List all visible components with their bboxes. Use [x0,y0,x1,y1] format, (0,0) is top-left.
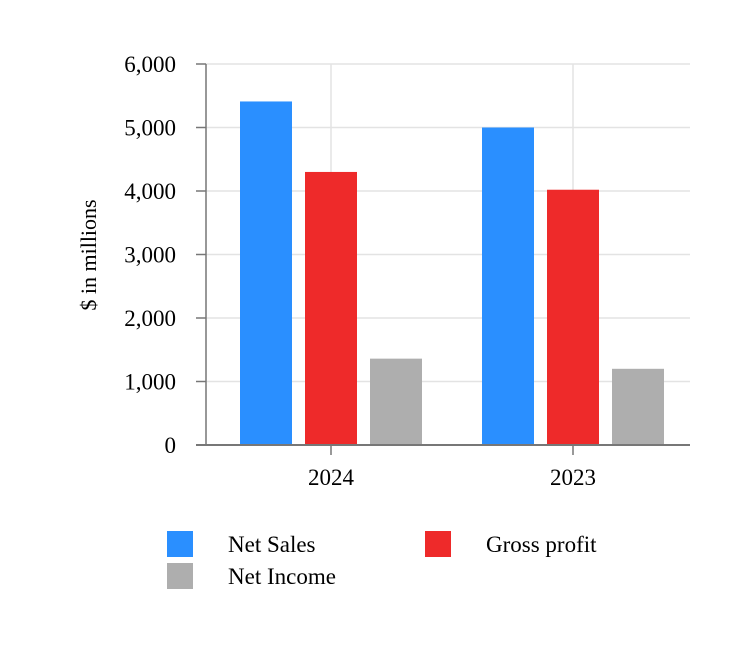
x-tick-labels: 2024 2023 [308,465,596,490]
y-tick-label: 1,000 [124,370,176,395]
bar-gross-profit [547,189,599,445]
legend-label-gross-profit: Gross profit [486,532,597,557]
y-tick-label: 6,000 [124,52,176,77]
legend: Net Sales Gross profit Net Income [167,531,597,589]
bars [240,101,664,445]
y-tick-label: 3,000 [124,243,176,268]
y-tick-label: 2,000 [124,306,176,331]
bar-gross-profit [305,171,357,445]
legend-swatch-net-income [167,563,193,589]
bar-net-sales [482,127,534,445]
y-tick-labels: 0 1,000 2,000 3,000 4,000 5,000 6,000 [124,52,176,458]
x-tick-label: 2024 [308,465,355,490]
y-tick-label: 5,000 [124,116,176,141]
legend-label-net-sales: Net Sales [228,532,316,557]
legend-label-net-income: Net Income [228,564,336,589]
y-axis-label: $ in millions [76,199,101,310]
bar-net-income [370,358,422,445]
y-tick-label: 0 [165,433,177,458]
legend-swatch-net-sales [167,531,193,557]
y-tick-label: 4,000 [124,179,176,204]
bar-net-income [612,368,664,445]
bar-net-sales [240,101,292,445]
x-tick-label: 2023 [550,465,596,490]
legend-swatch-gross-profit [425,531,451,557]
axes [196,63,690,455]
